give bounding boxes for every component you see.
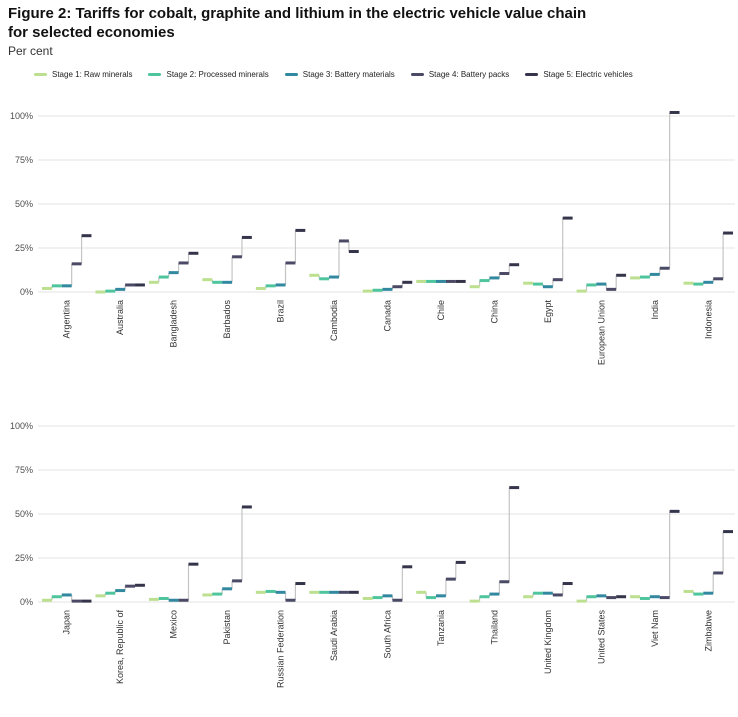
legend-swatch-icon [34,73,47,76]
x-category-label: Egypt [543,300,553,324]
figure-title: Figure 2: Tariffs for cobalt, graphite a… [8,4,586,42]
figure-title-line2: for selected economies [8,24,175,42]
x-category-label: United States [596,610,606,665]
legend-swatch-icon [148,73,162,76]
x-category-label: Saudi Arabia [329,610,339,661]
x-category-label: Australia [115,300,125,335]
y-tick-label: 100% [10,111,33,121]
x-category-label: Pakistan [222,610,232,645]
x-category-label: Thailand [489,610,499,645]
bottom-chart: 0% 25% 50% 75% 100% Japan Korea, Republic of Me… [0,418,738,717]
legend-item-stage-3: Stage 3: Battery materials [284,70,395,79]
x-category-label: Chile [436,300,446,321]
x-category-label: Zimbabwe [703,610,713,652]
x-category-label: Viet Nam [650,610,660,647]
y-tick-label: 75% [15,155,33,165]
y-tick-label: 25% [15,243,33,253]
y-tick-label: 0% [20,287,33,297]
x-category-label: United Kingdom [543,610,553,674]
x-category-label: Tanzania [436,610,446,646]
y-tick-label: 0% [20,597,33,607]
figure-subtitle: Per cent [8,44,53,58]
legend-item-stage-2: Stage 2: Processed minerals [148,70,269,79]
x-category-label: Japan [62,610,72,635]
x-category-label: Mexico [169,610,179,639]
legend: Stage 1: Raw minerals Stage 2: Processed … [34,70,734,79]
x-category-label: Indonesia [703,300,713,339]
x-category-label: European Union [596,300,606,365]
y-tick-label: 25% [15,553,33,563]
x-category-label: Cambodia [329,300,339,341]
x-category-label: South Africa [383,610,393,659]
y-tick-label: 50% [15,199,33,209]
legend-item-stage-1: Stage 1: Raw minerals [34,70,132,79]
legend-item-label: Stage 3: Battery materials [302,70,395,79]
legend-item-stage-4: Stage 4: Battery packs [410,70,510,79]
legend-item-label: Stage 5: Electric vehicles [543,70,633,79]
x-category-label: China [489,300,499,324]
y-tick-label: 50% [15,509,33,519]
x-category-label: Barbados [222,300,232,339]
legend-swatch-icon [525,73,539,76]
y-tick-label: 75% [15,465,33,475]
x-category-label: India [650,300,660,320]
bottom-chart-svg: 0% 25% 50% 75% 100% Japan Korea, Republic of Me… [10,421,735,688]
top-chart: 0% 25% 50% 75% 100% Argentina Australia Banglad… [0,108,738,403]
figure-title-line1: Figure 2: Tariffs for cobalt, graphite a… [8,5,587,22]
x-category-label: Korea, Republic of [115,610,125,685]
legend-item-label: Stage 1: Raw minerals [52,70,133,79]
top-chart-svg: 0% 25% 50% 75% 100% Argentina Australia Banglad… [10,110,735,365]
legend-swatch-icon [284,73,298,76]
legend-swatch-icon [410,73,424,76]
x-category-label: Bangladesh [169,300,179,348]
x-category-label: Brazil [276,300,286,323]
legend-item-label: Stage 4: Battery packs [428,70,510,79]
legend-item-stage-5: Stage 5: Electric vehicles [525,70,633,79]
y-tick-label: 100% [10,421,33,431]
legend-item-label: Stage 2: Processed minerals [166,70,269,79]
x-category-label: Argentina [62,300,72,339]
x-category-label: Canada [383,300,393,332]
x-category-label: Russian Federation [276,610,286,688]
